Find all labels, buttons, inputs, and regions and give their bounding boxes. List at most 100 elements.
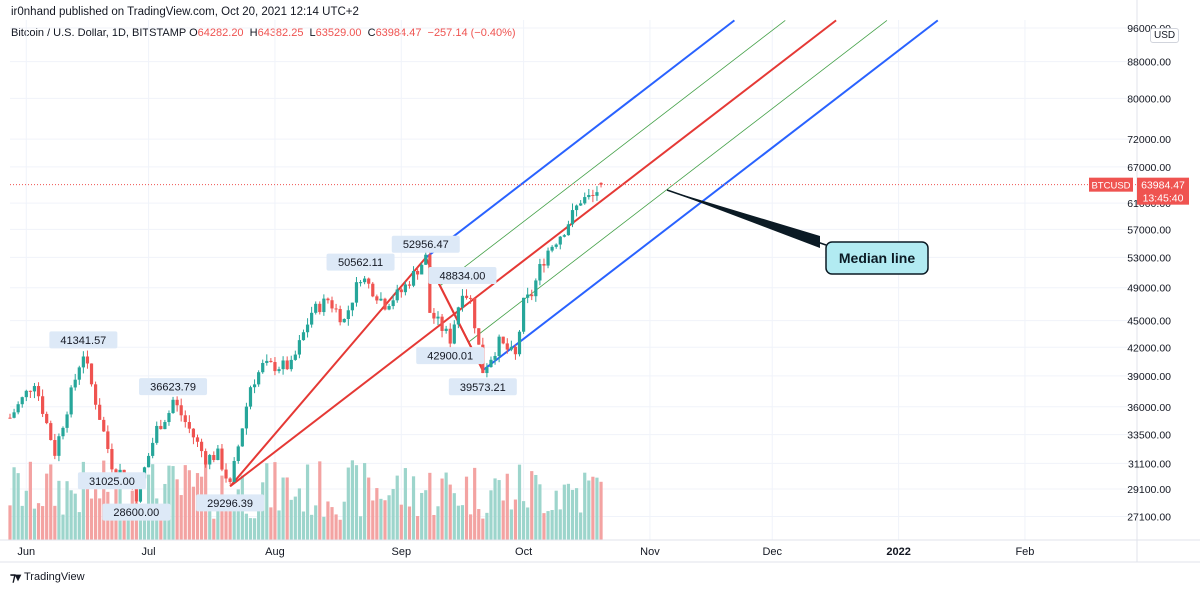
price-tag-box — [1137, 177, 1189, 205]
candle-body — [41, 396, 45, 414]
open-value: 64282.20 — [197, 27, 244, 39]
volume-bar — [191, 486, 196, 540]
candle-body — [12, 412, 16, 418]
candle-body — [542, 264, 546, 266]
candle-body — [289, 359, 293, 370]
candle-body — [77, 367, 81, 380]
volume-bar — [432, 514, 436, 540]
price-label-box — [326, 253, 395, 271]
symbol-tag-text: BTCUSD — [1091, 181, 1130, 192]
volume-bar — [236, 489, 240, 540]
candle-body — [208, 455, 212, 465]
volume-bar — [269, 507, 273, 540]
volume-bar — [179, 495, 183, 540]
candle-body — [53, 440, 57, 456]
open-label: O — [189, 27, 198, 39]
volume-bar — [342, 501, 346, 540]
candle-body — [595, 192, 599, 196]
candle-body — [106, 431, 110, 450]
volume-bar — [546, 511, 550, 540]
currency-badge[interactable]: USD — [1150, 28, 1180, 43]
volume-bar — [595, 477, 599, 540]
price-axis[interactable]: 96000.00 88000.00 80000.00 72000.00 67000.00… — [1127, 0, 1171, 562]
volume-bar — [383, 500, 387, 540]
candle-body — [424, 254, 428, 265]
volume-bar — [281, 477, 285, 540]
candle-body — [118, 469, 122, 475]
candle-body — [179, 405, 183, 416]
volume-bar — [346, 467, 350, 540]
volume-bar — [562, 484, 566, 540]
median-line-callout[interactable]: Median line — [666, 189, 929, 275]
volume-bar — [473, 467, 477, 540]
price-label-text: 50562.11 — [338, 257, 383, 269]
candle-body — [257, 372, 261, 385]
high-value: 64382.25 — [257, 27, 304, 39]
price-tick-label: 42000.00 — [1127, 342, 1171, 354]
upper-tine — [425, 19, 736, 259]
volume-bar — [579, 512, 583, 540]
candle-body — [448, 328, 452, 344]
volume-bar — [399, 504, 403, 540]
volume-bar — [8, 505, 12, 540]
candle-body — [330, 300, 334, 309]
volume-bar — [591, 476, 595, 540]
candle-body — [534, 280, 538, 297]
footer-brand[interactable]: ⁊▾ TradingView — [10, 570, 85, 584]
candle-body — [338, 309, 342, 323]
volume-bar — [285, 477, 289, 540]
candle-body — [558, 236, 562, 245]
candle-body — [497, 336, 501, 356]
volume-bar — [310, 514, 314, 540]
candle-body — [566, 224, 571, 236]
candle-body — [440, 316, 444, 331]
candle-body — [69, 387, 73, 415]
candle-body — [159, 425, 163, 430]
price-tick-label: 27100.00 — [1127, 511, 1171, 523]
lower-inner-tine — [468, 20, 888, 343]
volume-bar — [175, 479, 179, 540]
volume-bar — [574, 488, 579, 540]
candle-body — [591, 195, 595, 197]
volume-bar — [20, 505, 24, 540]
candle-body — [444, 328, 448, 331]
lower-tine — [482, 19, 939, 372]
volume-bar — [517, 464, 522, 540]
volume-bar — [297, 488, 302, 540]
volume-bar — [61, 514, 65, 540]
volume-bar — [456, 505, 460, 540]
volume-bar — [464, 476, 469, 540]
volume-bar — [224, 496, 228, 540]
candle-body — [183, 415, 187, 423]
time-axis[interactable]: Jun Jul Aug Sep Oct Nov Dec 2022 Feb — [0, 539, 1200, 563]
candle-body — [314, 303, 318, 313]
price-tick-label: 29100.00 — [1127, 484, 1171, 496]
time-tick-label: Jun — [17, 546, 35, 558]
volume-bar — [554, 490, 558, 540]
volume-bar — [542, 513, 546, 540]
volume-bar — [318, 461, 322, 540]
andrews-pitchfork[interactable] — [229, 19, 939, 488]
volume-bar — [440, 478, 444, 540]
candle-body — [530, 294, 534, 297]
volume-bar — [167, 465, 171, 540]
candle-body — [513, 346, 518, 355]
volume-bar — [65, 481, 69, 540]
publisher-line: ir0nhand published on TradingView.com, O… — [11, 6, 359, 18]
candle-body — [477, 328, 481, 345]
time-tick-label: Aug — [265, 546, 285, 558]
volume-bar — [501, 500, 505, 540]
volume-bar — [334, 514, 338, 540]
candle-body — [501, 336, 505, 344]
volume-bar — [212, 518, 216, 540]
symbol-title[interactable]: Bitcoin / U.S. Dollar, 1D, BITSTAMP — [11, 27, 187, 39]
volume-bar — [41, 506, 45, 540]
candle-body — [464, 295, 469, 298]
candle-body — [416, 270, 420, 275]
volume-bar — [98, 498, 102, 540]
candle-body — [346, 310, 350, 320]
candle-body — [546, 250, 550, 266]
price-label-box — [428, 267, 497, 285]
price-tick-label: 39000.00 — [1127, 371, 1171, 383]
